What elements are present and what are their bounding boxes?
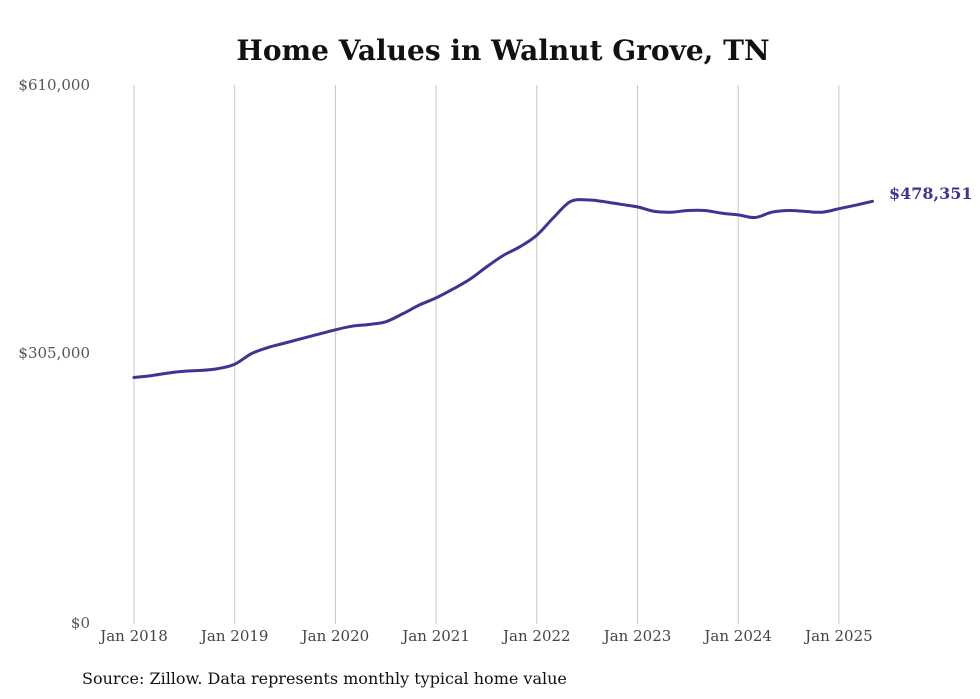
x-axis-ticks: Jan 2018 Jan 2019 Jan 2020 Jan 2021 Jan 2022…	[98, 627, 872, 645]
chart-title: Home Values in Walnut Grove, TN	[236, 34, 769, 67]
x-tick-label-jan-2023: Jan 2023	[602, 627, 672, 645]
source-note: Source: Zillow. Data represents monthly …	[82, 669, 567, 688]
x-tick-label-jan-2018: Jan 2018	[98, 627, 168, 645]
x-tick-label-jan-2020: Jan 2020	[300, 627, 370, 645]
x-tick-label-jan-2022: Jan 2022	[501, 627, 571, 645]
gridlines	[133, 85, 840, 624]
x-tick-label-jan-2025: Jan 2025	[803, 627, 873, 645]
y-tick-label-mid: $305,000	[18, 344, 90, 362]
x-tick-label-jan-2021: Jan 2021	[400, 627, 470, 645]
end-value-label: $478,351	[889, 184, 973, 203]
y-tick-label-top: $610,000	[18, 76, 90, 94]
home-value-line	[132, 198, 874, 379]
x-tick-label-jan-2019: Jan 2019	[199, 627, 269, 645]
y-tick-label-bottom: $0	[71, 614, 90, 632]
x-tick-label-jan-2024: Jan 2024	[702, 627, 772, 645]
